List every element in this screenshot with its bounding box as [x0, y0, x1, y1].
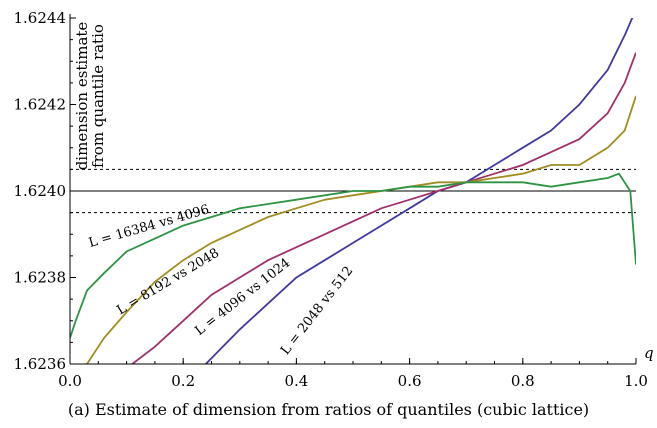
- figure-caption: (a) Estimate of dimension from ratios of…: [67, 400, 590, 419]
- x-axis-label: q: [644, 344, 654, 362]
- series-lines: [70, 18, 636, 364]
- series-line-3: [70, 172, 636, 339]
- x-tick-label: 0.6: [398, 372, 422, 390]
- series-annotation-0: L = 16384 vs 4096: [87, 202, 211, 251]
- y-tick-label: 1.6236: [14, 355, 67, 373]
- axes: [69, 14, 637, 365]
- x-tick-label: 1.0: [624, 372, 648, 390]
- y-axis-label-line-1: dimension estimate: [73, 22, 91, 171]
- x-tick-label: 0.2: [171, 372, 195, 390]
- quantile-ratio-chart: 0.0 0.2 0.4 0.6 0.8 1.0 1.6236 1.6238 1.6240 1.62…: [14, 9, 654, 390]
- y-tick-label: 1.6238: [14, 269, 67, 287]
- series-annotation-3: L = 2048 vs 512: [278, 264, 356, 358]
- y-tick-label: 1.6244: [14, 9, 67, 27]
- y-tick-label: 1.6242: [14, 96, 67, 114]
- series-line-2: [86, 95, 636, 364]
- x-tick-label: 0.0: [58, 372, 82, 390]
- series-line-1: [131, 52, 636, 364]
- y-tick-label: 1.6240: [14, 182, 67, 200]
- x-tick-label: 0.8: [511, 372, 535, 390]
- x-tick-label: 0.4: [284, 372, 308, 390]
- series-annotation-1: L = 8192 vs 2048: [115, 246, 222, 319]
- y-axis-label-line-2: from quantile ratio: [89, 24, 107, 168]
- tick-labels: 0.0 0.2 0.4 0.6 0.8 1.0 1.6236 1.6238 1.6240 1.62…: [14, 9, 648, 390]
